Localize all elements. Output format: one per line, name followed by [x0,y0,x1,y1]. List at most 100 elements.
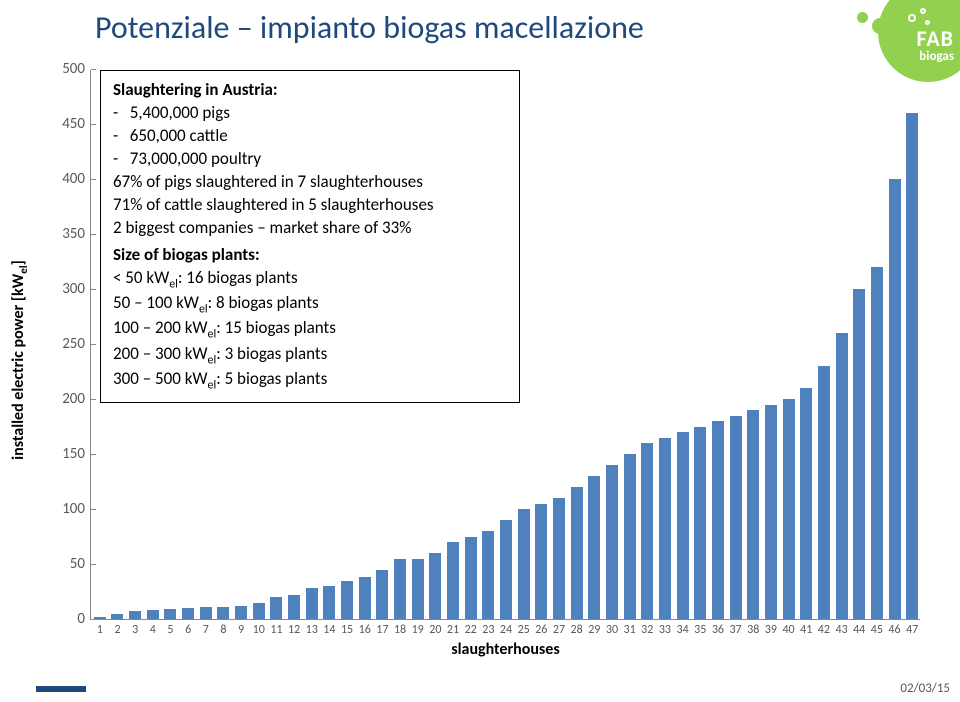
x-tick: 3 [132,619,138,637]
bar [500,520,512,619]
infobox-line: < 50 kWel: 16 biogas plants [113,267,507,292]
bar [164,609,176,619]
bar [677,432,689,619]
x-tick: 38 [747,619,759,637]
bar [306,588,318,619]
x-tick: 18 [394,619,406,637]
infobox-line: 200 – 300 kWel: 3 biogas plants [113,343,507,368]
x-tick: 7 [203,619,209,637]
infobox-bullet: - 73,000,000 poultry [113,148,507,171]
bar [624,454,636,619]
x-tick: 26 [535,619,547,637]
x-tick: 5 [167,619,173,637]
bar [694,427,706,620]
x-tick: 8 [220,619,226,637]
x-tick: 23 [482,619,494,637]
bar [783,399,795,619]
x-tick: 37 [729,619,741,637]
x-tick: 44 [853,619,865,637]
infobox-line: 50 – 100 kWel: 8 biogas plants [113,292,507,317]
x-tick: 30 [606,619,618,637]
bar [641,443,653,619]
bar [288,595,300,619]
x-tick: 41 [800,619,812,637]
y-tick: 450 [51,115,91,133]
x-tick: 14 [323,619,335,637]
x-tick: 43 [835,619,847,637]
x-tick: 4 [150,619,156,637]
x-tick: 12 [288,619,300,637]
bar [323,586,335,619]
x-tick: 36 [712,619,724,637]
x-tick: 15 [341,619,353,637]
bar [588,476,600,619]
bar [518,509,530,619]
bar [465,537,477,620]
page-title: Potenziale – impianto biogas macellazion… [95,8,644,47]
x-tick: 45 [871,619,883,637]
x-tick: 22 [465,619,477,637]
bar [129,611,141,619]
bar [836,333,848,619]
y-tick: 300 [51,280,91,298]
y-tick: 50 [51,555,91,573]
x-tick: 28 [571,619,583,637]
bar [889,179,901,619]
bar [412,559,424,620]
bar [376,570,388,620]
bar [341,581,353,620]
bar [871,267,883,619]
bar [606,465,618,619]
x-tick: 42 [818,619,830,637]
infobox-header2: Size of biogas plants: [113,244,507,267]
bar [147,610,159,619]
logo-line1: FAB [916,28,954,50]
x-tick: 39 [765,619,777,637]
footer-accent-bar [36,686,86,692]
x-tick: 40 [782,619,794,637]
bar [235,606,247,619]
x-tick: 33 [659,619,671,637]
infobox-line: 71% of cattle slaughtered in 5 slaughter… [113,194,507,217]
y-axis-label: installed electric power [kWel] [9,260,31,460]
bar [553,498,565,619]
x-axis-label: slaughterhouses [91,640,920,659]
x-tick: 11 [270,619,282,637]
x-tick: 16 [359,619,371,637]
bar [730,416,742,620]
x-tick: 6 [185,619,191,637]
bar [429,553,441,619]
x-tick: 20 [429,619,441,637]
bar [270,597,282,619]
y-tick: 400 [51,170,91,188]
bar [200,607,212,619]
bar [571,487,583,619]
x-tick: 24 [500,619,512,637]
bar [447,542,459,619]
bar [253,603,265,620]
bar [359,577,371,619]
x-tick: 9 [238,619,244,637]
y-tick: 200 [51,390,91,408]
infobox-bullet: - 650,000 cattle [113,125,507,148]
x-tick: 27 [553,619,565,637]
x-tick: 2 [114,619,120,637]
bar [747,410,759,619]
x-tick: 21 [447,619,459,637]
infobox-line: 2 biggest companies – market share of 33… [113,217,507,240]
footer-date: 02/03/15 [900,681,950,696]
y-tick: 500 [51,60,91,78]
bar [765,405,777,620]
bar [800,388,812,619]
x-tick: 46 [888,619,900,637]
bar [853,289,865,619]
x-tick: 10 [253,619,265,637]
infobox-header: Slaughtering in Austria: [113,79,507,102]
y-tick: 0 [51,610,91,628]
bar [217,607,229,619]
x-tick: 17 [376,619,388,637]
bar [482,531,494,619]
x-tick: 29 [588,619,600,637]
y-tick: 350 [51,225,91,243]
infobox-bullet: - 5,400,000 pigs [113,102,507,125]
